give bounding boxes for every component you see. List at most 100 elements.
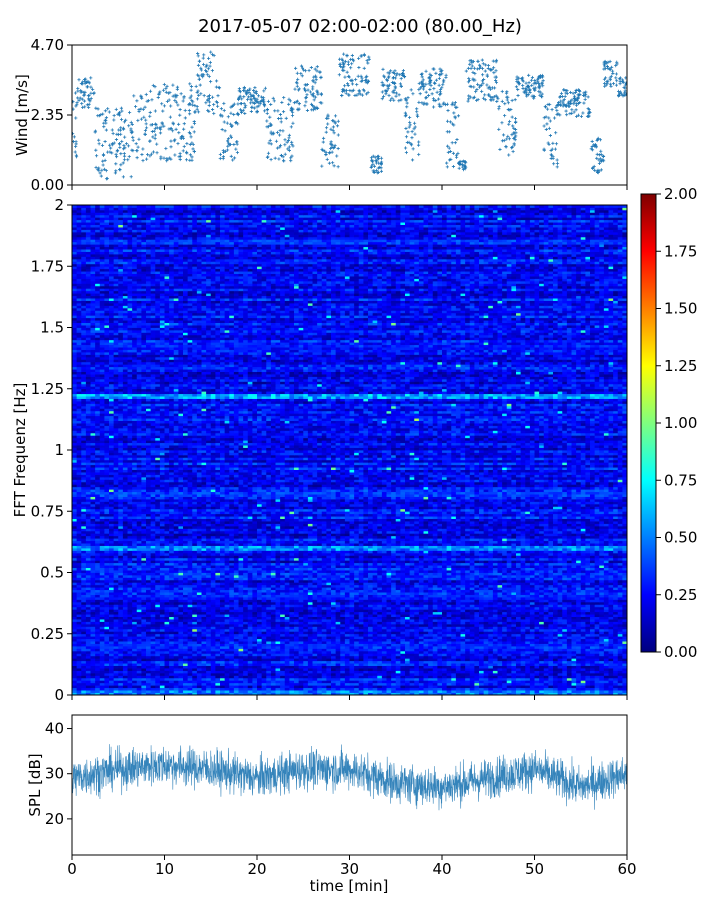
spectrogram-cell-2600 [442, 641, 448, 644]
spectrogram-cell-2267 [566, 648, 572, 652]
spectrogram-cell-3367 [104, 623, 110, 627]
spectrogram-cell-1805 [95, 655, 101, 659]
spectrogram-cell-1511 [400, 663, 406, 666]
spectrogram-cell-596 [608, 682, 614, 686]
spectrogram-cell-770 [303, 677, 309, 681]
spectrogram-cell-2664 [183, 638, 189, 642]
spectrogram-cell-1224 [183, 668, 189, 671]
spectrogram-cell-440 [442, 685, 448, 689]
spectrogram-cell-541 [354, 682, 360, 686]
spectrogram-cell-281 [261, 687, 267, 691]
spectrogram-cell-2724 [460, 638, 466, 642]
spectrogram-cell-178 [340, 690, 346, 693]
wind-point-964 [404, 126, 408, 131]
spectrogram-cell-2951 [400, 633, 406, 637]
spectrogram-cell-3208 [479, 628, 485, 632]
spectrogram-cell-3176 [331, 628, 337, 632]
spectrogram-cell-1934 [136, 653, 142, 657]
spectrogram-cell-2424 [183, 643, 189, 647]
spectrogram-cell-1929 [113, 653, 119, 657]
spectrogram-cell-2545 [187, 641, 193, 644]
spectrogram-cell-2124 [460, 650, 466, 654]
spectrogram-cell-1241 [261, 668, 267, 671]
wind-point-822 [350, 53, 354, 58]
spectrogram-cell-3277 [243, 626, 249, 630]
spectrogram-cell-2858 [525, 636, 531, 640]
wind-point-151 [110, 128, 114, 132]
spectrogram-cell-444 [460, 685, 466, 689]
spectrogram-cell-3014 [136, 631, 142, 635]
spectrogram-cell-3394 [229, 623, 235, 627]
wind-point-694 [296, 77, 300, 81]
spectrogram-cell-3143 [178, 628, 184, 632]
spectrogram-cell-1844 [275, 655, 281, 659]
spectrogram-cell-3086 [469, 631, 475, 635]
wind-point-229 [192, 130, 196, 134]
spectrogram-cell-883 [270, 675, 276, 679]
spectrogram-cell-385 [187, 685, 193, 689]
spectrogram-cell-3347 [566, 626, 572, 630]
wind-point-159 [123, 135, 127, 139]
spectrogram-cell-2538 [155, 641, 161, 644]
spectrogram-cell-2867 [566, 636, 572, 640]
wind-point-918 [383, 89, 387, 93]
spectrogram-cell-1293 [502, 668, 508, 671]
spectrogram-cell-2578 [340, 641, 346, 644]
wind-point-155 [94, 165, 98, 170]
spectrogram-cell-2920 [257, 633, 263, 637]
spectrogram-cell-2513 [594, 643, 600, 647]
spectrogram-cell-864 [183, 675, 189, 679]
spectrogram-cell-3163 [270, 628, 276, 632]
wind-point-729 [329, 127, 333, 131]
wind-point-1425 [579, 114, 583, 118]
spectrogram-cell-2388 [571, 646, 577, 649]
spectrogram-cell-2757 [613, 638, 619, 642]
spectrogram-cell-1707 [196, 658, 202, 662]
spectrogram-cell-2722 [451, 638, 457, 642]
spectrogram-cell-2677 [243, 638, 249, 642]
spectrogram-cell-2577 [335, 641, 341, 644]
spectrogram-cell-1611 [307, 660, 313, 664]
wind-point-564 [283, 138, 287, 142]
wind-point-339 [178, 113, 182, 117]
spectrogram-cell-2767 [104, 636, 110, 640]
spectrogram-cell-1236 [238, 668, 244, 671]
spectrogram-cell-1196 [608, 670, 614, 674]
wind-point-138 [111, 131, 115, 136]
wind-point-643 [299, 72, 303, 76]
spectrogram-cell-2270 [580, 648, 586, 652]
spectrogram-cell-471 [585, 685, 591, 689]
spectrogram-cell-1522 [451, 663, 457, 666]
wind-point-85 [127, 155, 131, 159]
spectrogram-cell-1501 [354, 663, 360, 666]
wind-point-989 [436, 97, 441, 101]
spectrogram-cell-1373 [317, 665, 323, 669]
spectrogram-cell-1393 [409, 665, 415, 669]
spectrogram-cell-1494 [321, 663, 327, 666]
spectrogram-cell-230 [580, 690, 586, 693]
spectrogram-cell-1202 [81, 668, 87, 671]
spectrogram-cell-2172 [127, 648, 133, 652]
spectrogram-cell-1352 [220, 665, 226, 669]
spectrogram-cell-1841 [261, 655, 267, 659]
wind-point-678 [295, 81, 299, 85]
spectrogram-cell-1446 [99, 663, 105, 666]
spectrogram-cell-1812 [127, 655, 133, 659]
wind-point-1144 [483, 69, 487, 73]
spectrogram-cell-490 [118, 682, 124, 686]
spectrogram-cell-796 [423, 677, 429, 681]
spectrogram-cell-609 [113, 680, 119, 684]
spectrogram-cell-2453 [317, 643, 323, 647]
spectrogram-cell-1853 [317, 655, 323, 659]
spectrogram-cell-1802 [81, 655, 87, 659]
spectrogram-cell-1567 [104, 660, 110, 664]
spectrogram-cell-1972 [312, 653, 318, 657]
spectrogram-cell-2742 [543, 638, 549, 642]
spectrogram-cell-1614 [321, 660, 327, 664]
wind-point-1275 [527, 73, 531, 77]
wind-point-875 [388, 98, 392, 102]
spectrogram-cell-2900 [164, 633, 170, 637]
spectrogram-cell-2344 [368, 646, 374, 649]
spectrogram-cell-404 [275, 685, 281, 689]
wind-point-1268 [528, 90, 532, 95]
